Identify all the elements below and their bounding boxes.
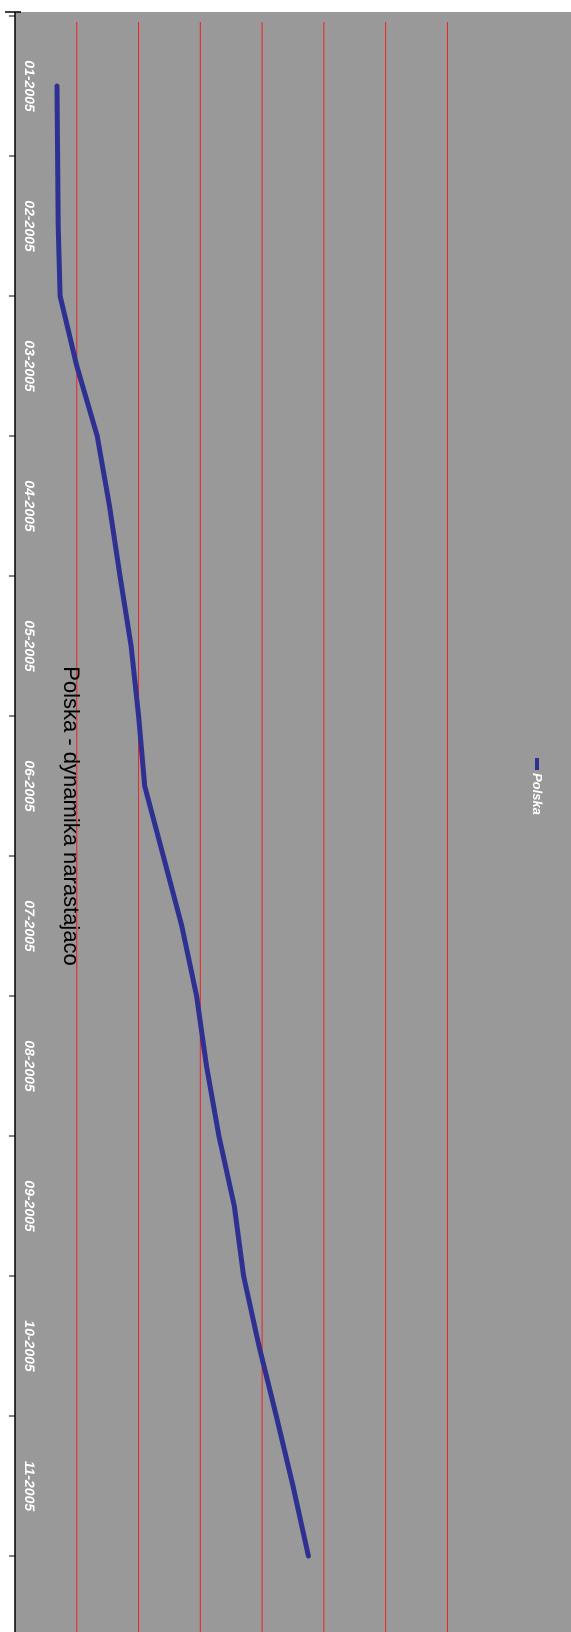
x-tick-label: 03-2005 xyxy=(22,340,38,392)
x-tick-label: 01-2005 xyxy=(22,60,38,112)
x-tick-label: 05-2005 xyxy=(22,620,38,672)
x-tick-label: 06-2005 xyxy=(22,760,38,812)
plot-area xyxy=(15,12,571,1632)
x-tick-label: 04-2005 xyxy=(22,480,38,532)
legend-label: Polska xyxy=(530,773,545,815)
x-tick-label: 02-2005 xyxy=(22,200,38,252)
x-tick-label: 09-2005 xyxy=(22,1180,38,1232)
rotated-chart: 01-2005 02-2005 03-2005 04-2005 05-2005 06-20… xyxy=(5,12,571,1632)
x-tick-label: 10-2005 xyxy=(22,1320,38,1372)
chart-title: Polska - dynamika narastajaco xyxy=(59,666,84,966)
x-tick-label: 07-2005 xyxy=(22,900,38,952)
x-tick-label: 08-2005 xyxy=(22,1040,38,1092)
x-tick-label: 11-2005 xyxy=(22,1461,38,1512)
